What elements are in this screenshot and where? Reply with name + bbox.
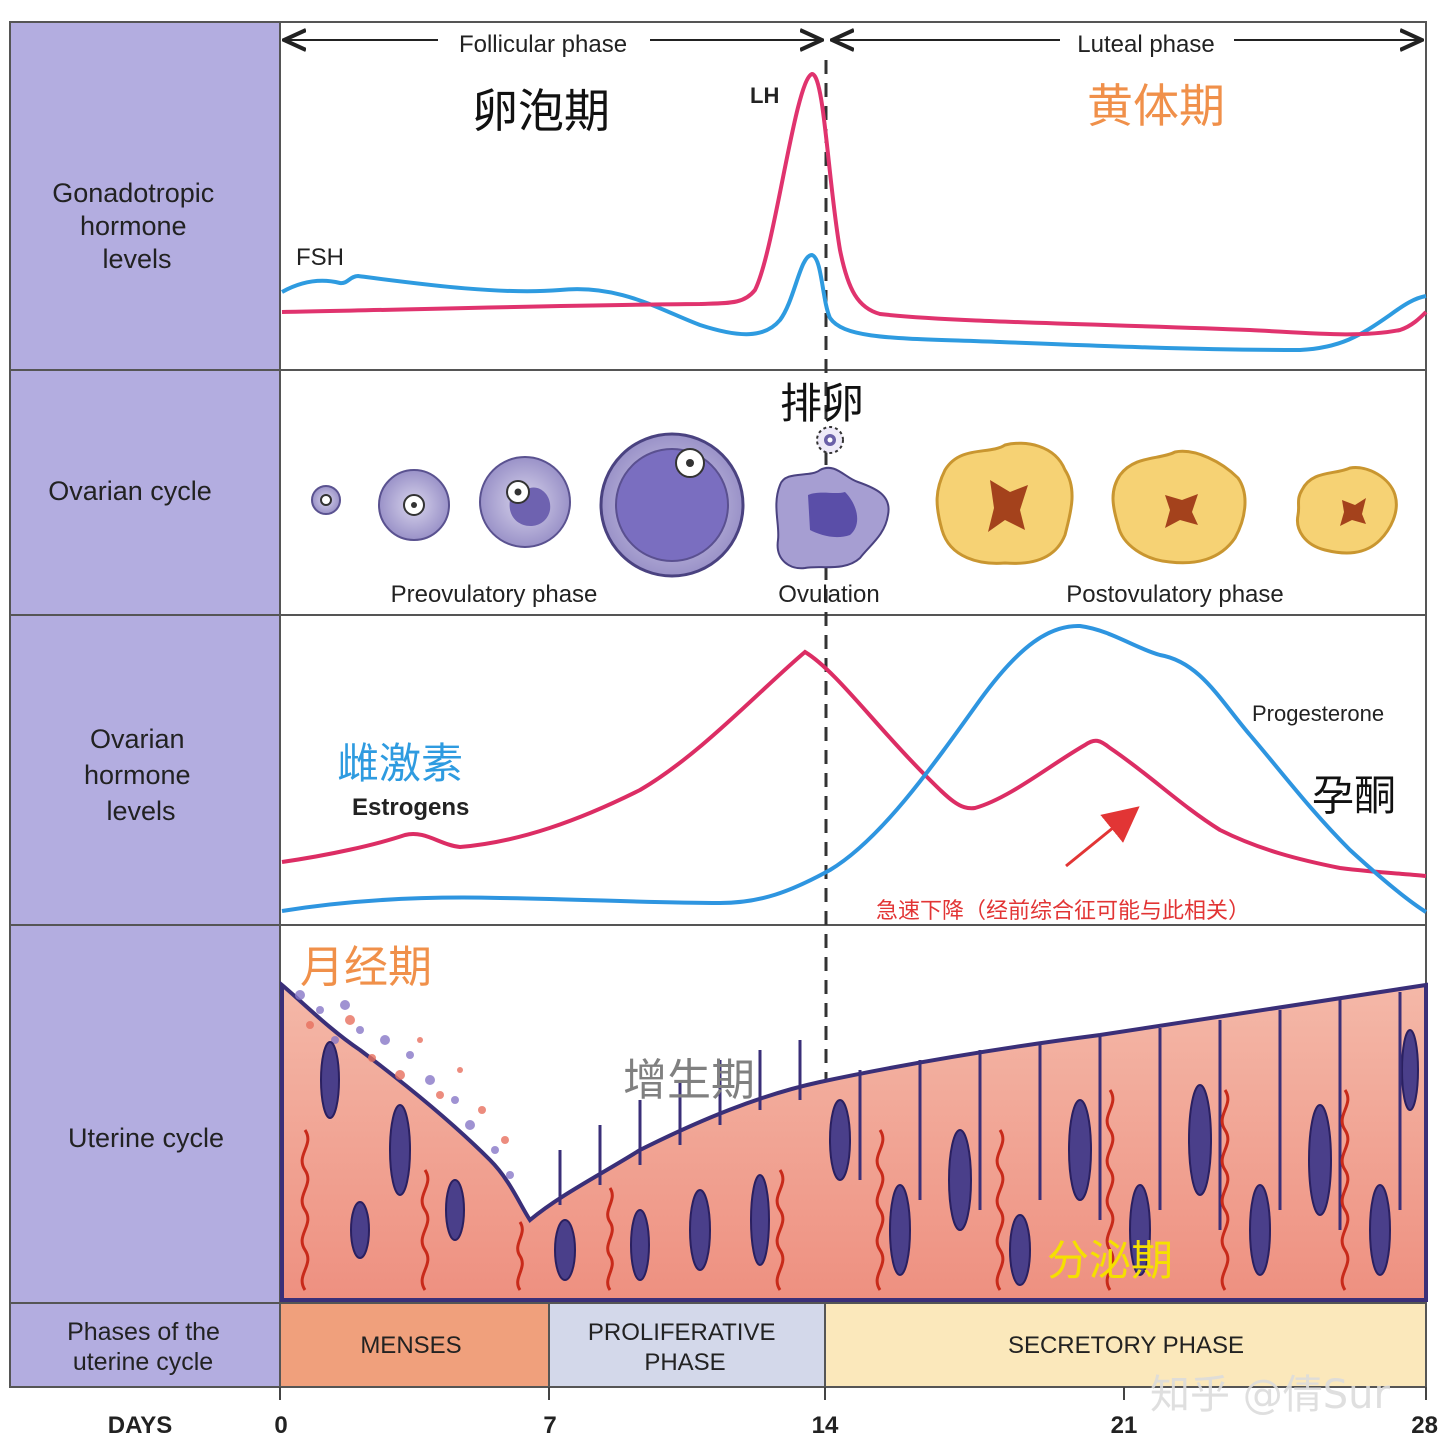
ovulation-cn-label: 排卵 bbox=[780, 379, 864, 428]
day-tick-7: 7 bbox=[543, 1412, 556, 1439]
corpus-luteum-medium bbox=[1111, 449, 1247, 565]
row-label-gonadotropic: Gonadotropic hormone levels bbox=[52, 178, 222, 274]
watermark: 知乎 @倩Sur bbox=[1150, 1372, 1390, 1418]
luteal-phase-label: Luteal phase bbox=[1077, 31, 1214, 58]
row-label-gonadotropic-l2: hormone bbox=[80, 211, 187, 241]
secondary-follicle bbox=[479, 456, 571, 548]
row-label-ovarian-hormone-l1: Ovarian bbox=[90, 724, 185, 754]
day-tick-14: 14 bbox=[812, 1412, 839, 1439]
row-label-gonadotropic-l3: levels bbox=[102, 244, 171, 274]
uterine-glands bbox=[320, 1029, 1419, 1286]
secretory-bar bbox=[825, 1304, 1425, 1386]
uterine-folds bbox=[558, 992, 1402, 1230]
menses-bar bbox=[281, 1304, 549, 1386]
drop-arrow bbox=[1065, 806, 1140, 868]
primordial-follicle bbox=[311, 485, 341, 515]
row-label-ovarian-hormone-l2: hormone bbox=[84, 760, 191, 790]
progesterone-label: Progesterone bbox=[1252, 701, 1384, 726]
days-label: DAYS bbox=[108, 1412, 172, 1439]
ovulation-label: Ovulation bbox=[778, 581, 879, 608]
day-tick-0: 0 bbox=[274, 1412, 287, 1439]
progesterone-cn-label: 孕酮 bbox=[1312, 771, 1396, 820]
estrogens-label: Estrogens bbox=[352, 794, 469, 821]
released-ovum bbox=[816, 426, 844, 454]
row-label-phases: Phases of the uterine cycle bbox=[67, 1318, 227, 1376]
luteal-cn-label: 黄体期 bbox=[1087, 79, 1225, 133]
proliferative-label-l1: PROLIFERATIVE bbox=[588, 1319, 776, 1346]
menstrual-cn-label: 月经期 bbox=[300, 942, 432, 993]
follicular-cn-label: 卵泡期 bbox=[472, 84, 610, 138]
day-tick-28: 28 bbox=[1411, 1412, 1438, 1439]
proliferative-label: PROLIFERATIVE PHASE bbox=[588, 1319, 782, 1376]
lh-label: LH bbox=[750, 83, 779, 108]
corpus-luteum-large bbox=[935, 441, 1074, 565]
sidebar-background bbox=[10, 22, 280, 1387]
row-label-gonadotropic-l1: Gonadotropic bbox=[52, 178, 214, 208]
row-label-ovarian-hormone: Ovarian hormone levels bbox=[84, 724, 198, 826]
preovulatory-label: Preovulatory phase bbox=[391, 581, 598, 608]
row-label-ovarian-cycle: Ovarian cycle bbox=[48, 476, 212, 506]
endometrium-illustration bbox=[280, 980, 1428, 1302]
row-label-uterine-cycle: Uterine cycle bbox=[68, 1123, 224, 1153]
proliferative-cn-label: 增生期 bbox=[623, 1055, 755, 1106]
drop-note: 急速下降（经前综合征可能与此相关） bbox=[876, 899, 1250, 924]
day-axis bbox=[279, 1387, 1427, 1400]
estrogen-cn-label: 雌激素 bbox=[337, 739, 463, 788]
proliferative-label-l2: PHASE bbox=[644, 1349, 725, 1376]
secretory-cn-label: 分泌期 bbox=[1047, 1236, 1173, 1285]
fsh-label: FSH bbox=[296, 244, 344, 271]
shedding-particles bbox=[295, 990, 514, 1179]
postovulatory-label: Postovulatory phase bbox=[1066, 581, 1283, 608]
row-label-phases-l2: uterine cycle bbox=[73, 1348, 213, 1376]
spiral-arteries bbox=[300, 1089, 1350, 1291]
row-label-ovarian-hormone-l3: levels bbox=[106, 796, 175, 826]
primary-follicle bbox=[378, 469, 450, 541]
shedding-particles-red bbox=[306, 1015, 509, 1144]
proliferative-bar bbox=[549, 1304, 825, 1386]
corpus-luteum-small bbox=[1295, 466, 1398, 555]
fsh-curve bbox=[281, 252, 1427, 353]
follicular-phase-label: Follicular phase bbox=[459, 31, 627, 58]
ruptured-follicle bbox=[775, 466, 890, 570]
menses-label: MENSES bbox=[360, 1332, 461, 1359]
lh-curve bbox=[281, 71, 1428, 337]
mature-follicle bbox=[599, 432, 745, 578]
row-label-phases-l1: Phases of the bbox=[67, 1318, 220, 1346]
progesterone-curve bbox=[281, 623, 1428, 914]
secretory-label: SECRETORY PHASE bbox=[1008, 1332, 1244, 1359]
day-tick-21: 21 bbox=[1111, 1412, 1138, 1439]
